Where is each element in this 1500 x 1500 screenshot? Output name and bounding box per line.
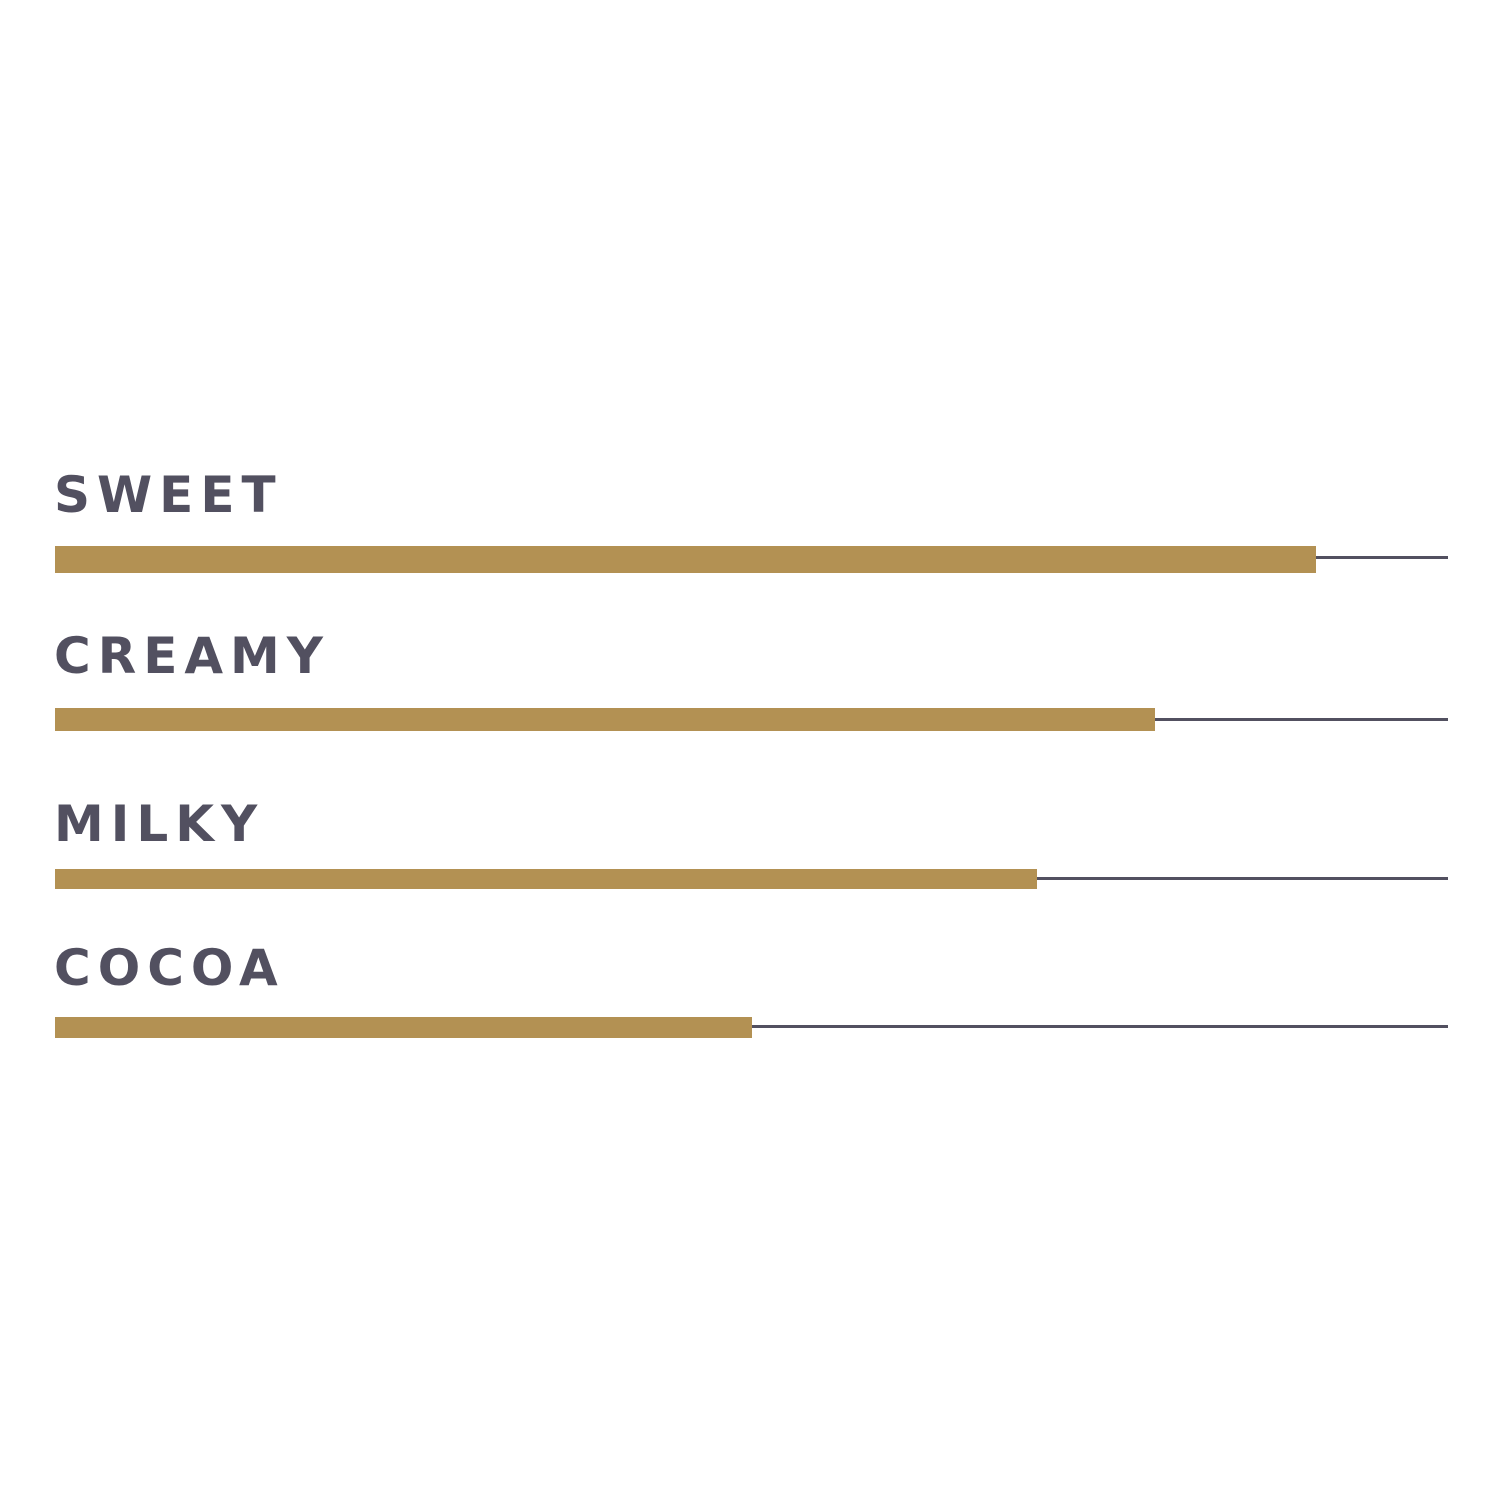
bar-label: SWEET xyxy=(54,466,283,524)
bar-cocoa xyxy=(55,1017,752,1038)
bar-label: CREAMY xyxy=(54,627,331,685)
bar-track xyxy=(55,1025,1448,1028)
bar-creamy xyxy=(55,708,1156,731)
bar-milky xyxy=(55,869,1038,889)
bar-label: COCOA xyxy=(54,939,285,997)
bar-label: MILKY xyxy=(54,795,265,853)
bar-sweet xyxy=(55,546,1316,573)
